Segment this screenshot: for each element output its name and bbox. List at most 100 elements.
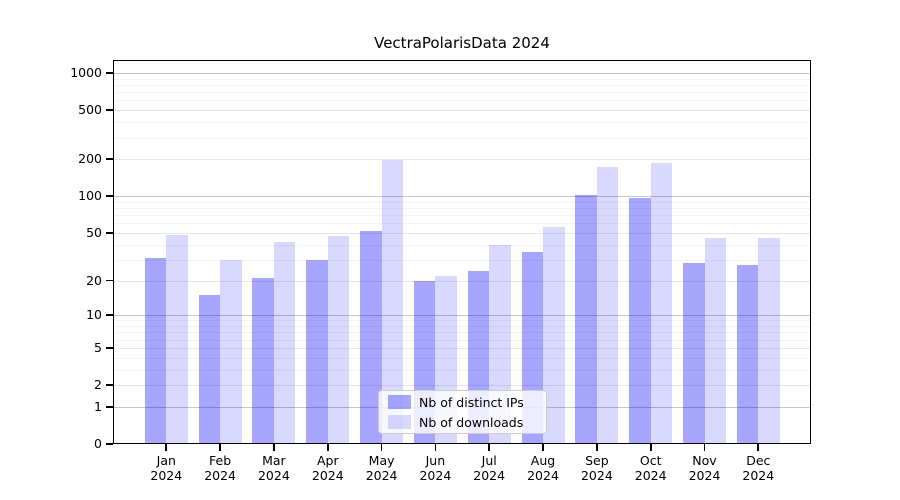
minor-gridline-600 [113, 100, 811, 102]
y-tick-50 [106, 232, 113, 234]
x-tick-label-may: May 2024 [350, 453, 414, 483]
y-tick-label-200: 200 [78, 151, 102, 167]
bar-ips-apr [306, 259, 328, 444]
gridline-20 [113, 280, 811, 282]
y-tick-500 [106, 109, 113, 112]
y-tick-label-1000: 1000 [70, 65, 102, 80]
x-tick-oct [649, 444, 652, 451]
x-tick-label-oct: Oct 2024 [619, 453, 683, 483]
x-tick-year-mar: 2024 [257, 468, 290, 483]
bar-downloads-aug [543, 226, 565, 444]
minor-gridline-400 [113, 122, 811, 124]
y-tick-label-500: 500 [78, 102, 102, 118]
legend-label-distinct-ips: Nb of distinct IPs [419, 394, 524, 410]
minor-gridline-70 [113, 215, 811, 217]
x-tick-year-nov: 2024 [688, 468, 721, 483]
y-tick-label-5: 5 [94, 339, 102, 355]
x-tick-year-dec: 2024 [742, 468, 775, 483]
bar-ips-mar [252, 278, 274, 444]
minor-gridline-800 [113, 85, 811, 86]
x-tick-label-sep: Sep 2024 [565, 453, 629, 483]
y-tick-label-2: 2 [94, 377, 102, 392]
bar-downloads-sep [596, 167, 619, 444]
y-tick-label-10: 10 [86, 307, 102, 323]
minor-gridline-90 [113, 201, 811, 203]
minor-gridline-4 [113, 357, 811, 359]
gridline-200 [113, 159, 811, 161]
bar-ips-feb [198, 295, 221, 444]
y-tick-label-20: 20 [86, 272, 102, 288]
y-tick-label-100: 100 [78, 188, 102, 204]
legend-item-distinct-ips: Nb of distinct IPs [388, 395, 537, 410]
y-tick-100 [106, 195, 113, 198]
bar-ips-jan [144, 257, 167, 444]
bar-downloads-oct [650, 163, 673, 444]
bar-downloads-mar [273, 242, 296, 444]
minor-gridline-7 [113, 332, 811, 334]
x-tick-year-aug: 2024 [527, 468, 559, 483]
minor-gridline-6 [113, 339, 811, 341]
x-tick-year-sep: 2024 [580, 468, 613, 483]
y-tick-2 [106, 384, 113, 386]
y-tick-label-50: 50 [86, 224, 102, 240]
x-tick-label-nov: Nov 2024 [673, 453, 737, 483]
plot-area: Nb of distinct IPs Nb of downloads [113, 60, 811, 444]
gridline-100 [113, 196, 811, 198]
y-tick-label-0: 0 [94, 436, 102, 451]
minor-gridline-80 [113, 208, 811, 209]
x-tick-year-jul: 2024 [473, 468, 506, 483]
minor-gridline-60 [113, 223, 811, 225]
y-tick-20 [106, 279, 113, 282]
y-tick-200 [106, 158, 113, 161]
bar-downloads-apr [327, 236, 350, 444]
x-tick-label-mar: Mar 2024 [242, 453, 306, 483]
minor-gridline-900 [113, 78, 811, 80]
minor-gridline-30 [113, 259, 811, 261]
x-tick-dec [757, 444, 760, 451]
bar-downloads-nov [704, 238, 726, 444]
x-tick-aug [542, 444, 544, 451]
gridline-10 [113, 315, 811, 317]
bar-downloads-feb [220, 259, 242, 444]
minor-gridline-40 [113, 244, 811, 246]
x-tick-jan [165, 444, 168, 451]
minor-gridline-700 [113, 92, 811, 94]
minor-gridline-3 [113, 369, 811, 371]
x-tick-year-may: 2024 [365, 468, 398, 483]
x-tick-label-feb: Feb 2024 [188, 453, 252, 483]
x-tick-feb [219, 444, 221, 451]
bar-ips-nov [683, 263, 705, 444]
y-tick-1000 [106, 72, 113, 74]
y-tick-1 [106, 405, 113, 408]
x-tick-label-jul: Jul 2024 [457, 453, 521, 483]
x-tick-year-jun: 2024 [419, 468, 452, 483]
minor-gridline-9 [113, 320, 811, 322]
y-tick-label-1: 1 [94, 398, 102, 414]
x-tick-year-jan: 2024 [150, 468, 183, 483]
y-tick-10 [106, 314, 113, 317]
x-tick-jun [434, 444, 437, 451]
x-tick-year-apr: 2024 [311, 468, 344, 483]
bar-ips-sep [575, 194, 597, 444]
y-tick-0 [106, 443, 113, 445]
x-tick-label-dec: Dec 2024 [726, 453, 790, 483]
x-tick-year-feb: 2024 [204, 468, 236, 483]
bar-downloads-may [381, 159, 404, 444]
legend-label-downloads: Nb of downloads [419, 414, 524, 430]
x-tick-label-jun: Jun 2024 [403, 453, 467, 483]
y-tick-5 [106, 346, 113, 349]
gridline-50 [113, 232, 811, 234]
x-tick-year-oct: 2024 [634, 468, 667, 483]
legend-swatch-downloads [388, 415, 411, 429]
gridline-2 [113, 385, 811, 386]
gridline-1000 [113, 73, 811, 74]
bar-downloads-dec [758, 238, 780, 444]
x-tick-sep [596, 444, 598, 451]
bar-ips-dec [736, 265, 759, 444]
minor-gridline-8 [113, 326, 811, 327]
x-tick-jul [488, 444, 491, 451]
x-tick-label-aug: Aug 2024 [511, 453, 575, 483]
gridline-5 [113, 347, 811, 349]
legend-item-downloads: Nb of downloads [388, 415, 537, 430]
